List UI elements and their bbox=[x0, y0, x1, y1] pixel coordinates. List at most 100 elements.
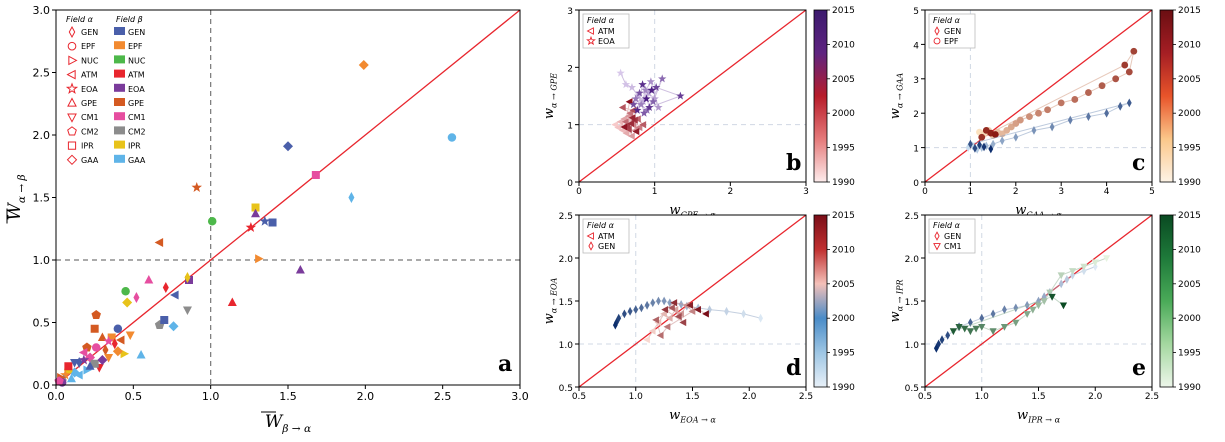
data-point bbox=[688, 307, 696, 315]
x-tick-label: 2.0 bbox=[357, 390, 375, 403]
legend-header-alpha: Field α bbox=[66, 15, 94, 24]
data-point bbox=[635, 123, 643, 132]
data-point bbox=[1057, 272, 1065, 280]
legend-label-beta: GAA bbox=[128, 156, 146, 165]
x-axis-label-main: w bbox=[669, 408, 680, 423]
data-point bbox=[1040, 298, 1048, 305]
diagonal-line bbox=[578, 214, 807, 388]
panel-letter: b bbox=[786, 150, 801, 176]
data-point bbox=[627, 83, 637, 91]
legend-box bbox=[582, 218, 630, 254]
x-tick-label: 2.5 bbox=[799, 392, 813, 402]
data-point bbox=[358, 60, 369, 70]
colorbar-tick-label: 2000 bbox=[1178, 109, 1201, 119]
legend-label-beta: ATM bbox=[128, 71, 145, 80]
data-point bbox=[1085, 89, 1092, 96]
data-point bbox=[1070, 270, 1075, 280]
y-axis-label: wα → IPR bbox=[888, 279, 905, 322]
legend-label-alpha: IPR bbox=[81, 142, 94, 151]
data-point bbox=[694, 306, 701, 314]
x-tick-label: 1.5 bbox=[685, 392, 699, 402]
colorbar-tick-label: 2000 bbox=[832, 314, 855, 324]
y-tick-label: 1.0 bbox=[559, 341, 574, 351]
colorbar bbox=[1159, 214, 1174, 388]
x-axis-label-main: w bbox=[1017, 408, 1028, 423]
x-tick-label: 1.0 bbox=[975, 392, 990, 402]
legend-label-alpha: NUC bbox=[81, 56, 99, 65]
data-point bbox=[652, 316, 659, 324]
x-tick-label: 0.0 bbox=[47, 390, 65, 403]
data-point bbox=[1086, 112, 1091, 122]
x-tick-label: 5 bbox=[1149, 187, 1155, 197]
colorbar-tick-label: 2005 bbox=[1178, 280, 1201, 290]
x-tick-label: 4 bbox=[1104, 187, 1110, 197]
data-point bbox=[676, 91, 685, 100]
data-point bbox=[111, 338, 118, 350]
legend-marker bbox=[934, 231, 940, 241]
data-point bbox=[295, 265, 305, 274]
colorbar-tick-label: 1995 bbox=[832, 144, 855, 154]
data-point bbox=[632, 127, 640, 136]
x-tick-label: 3.0 bbox=[511, 390, 529, 403]
data-point bbox=[614, 123, 622, 132]
y-tick-label: 0 bbox=[567, 179, 573, 189]
data-point bbox=[1059, 302, 1068, 310]
data-point bbox=[661, 306, 669, 314]
data-point bbox=[656, 296, 661, 306]
colorbar-tick-label: 1995 bbox=[1178, 349, 1201, 359]
data-point bbox=[133, 292, 140, 303]
legend-marker bbox=[586, 232, 594, 240]
data-point bbox=[674, 312, 682, 321]
data-point bbox=[1026, 113, 1033, 121]
y-tick-label: 1.5 bbox=[559, 298, 573, 308]
data-point bbox=[283, 141, 293, 152]
legend-label-beta: CM2 bbox=[128, 127, 146, 136]
plot-frame bbox=[578, 9, 807, 183]
data-point bbox=[647, 85, 656, 94]
data-point bbox=[112, 346, 123, 357]
x-axis-label: Wβ → α bbox=[265, 412, 311, 435]
legend-swatch-beta bbox=[114, 83, 125, 92]
data-point bbox=[1057, 99, 1065, 107]
data-point bbox=[82, 342, 92, 352]
y-axis-label-main: w bbox=[888, 108, 903, 119]
legend-label-alpha: CM1 bbox=[81, 113, 99, 122]
data-point bbox=[1126, 98, 1132, 108]
colorbar-tick-label: 2000 bbox=[1178, 314, 1201, 324]
data-point bbox=[682, 301, 690, 309]
colorbar-tick-label: 2000 bbox=[832, 109, 855, 119]
data-point bbox=[642, 105, 652, 114]
data-point bbox=[103, 335, 114, 346]
y-tick-label: 2.0 bbox=[905, 255, 920, 265]
legend-header: Field α bbox=[933, 221, 961, 230]
data-point bbox=[645, 103, 654, 112]
data-point bbox=[136, 350, 146, 359]
data-point bbox=[633, 305, 639, 314]
y-tick-label: 2 bbox=[913, 110, 919, 120]
y-axis-label-sub: α → GPE bbox=[550, 73, 559, 108]
colorbar-tick-label: 1990 bbox=[1178, 383, 1201, 393]
legend-swatch-beta bbox=[114, 140, 125, 149]
data-point bbox=[90, 359, 99, 368]
data-point bbox=[631, 94, 640, 103]
data-point bbox=[989, 328, 997, 336]
colorbar-tick-label: 1995 bbox=[832, 349, 855, 359]
data-point bbox=[1067, 115, 1073, 125]
colorbar-tick-label: 2010 bbox=[1178, 40, 1201, 50]
legend-marker bbox=[586, 35, 596, 46]
y-tick-label: 1.5 bbox=[33, 192, 51, 205]
y-tick-label: 3 bbox=[913, 76, 919, 86]
y-tick-label: 0 bbox=[913, 179, 919, 189]
diagonal-line bbox=[924, 9, 1153, 183]
x-tick-label: 1.0 bbox=[202, 390, 220, 403]
panel-letter: a bbox=[498, 351, 512, 377]
y-axis-label-sub: α → EOA bbox=[550, 277, 559, 313]
legend-marker-alpha bbox=[67, 113, 77, 123]
data-point bbox=[74, 370, 83, 380]
y-axis-label: wα → GAA bbox=[888, 73, 905, 120]
data-point bbox=[622, 129, 630, 137]
legend-marker-alpha bbox=[67, 141, 77, 150]
x-axis-label-sub: β → α bbox=[281, 423, 311, 435]
legend-marker-alpha bbox=[65, 82, 79, 94]
data-point bbox=[1029, 306, 1037, 314]
